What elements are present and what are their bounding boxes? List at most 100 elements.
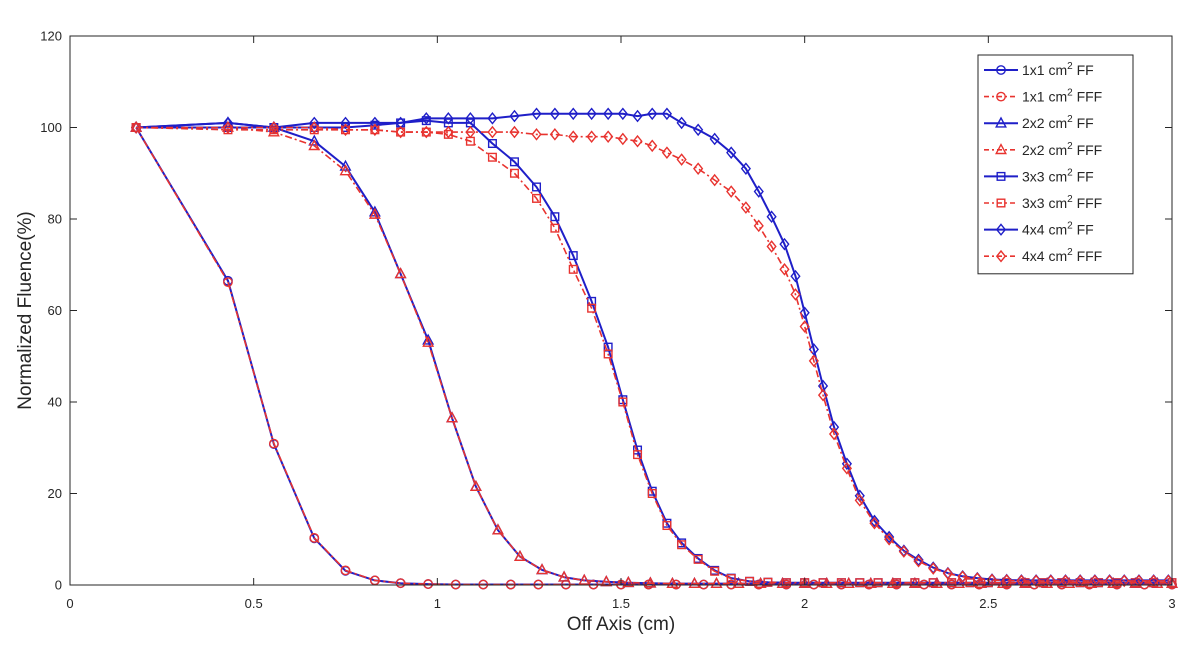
legend-label-base: 4x4 cm (1022, 222, 1067, 238)
legend-box (977, 54, 1134, 275)
data-point (308, 139, 321, 151)
legend-label-base: 1x1 cm (1022, 62, 1067, 78)
data-point (676, 153, 687, 166)
legend-label-tail: FFF (1073, 89, 1103, 105)
legend-label-tail: FFF (1073, 195, 1103, 211)
data-point (509, 168, 519, 178)
x-tick-label: 0.5 (245, 596, 263, 611)
data-point (854, 494, 865, 507)
data-point (369, 123, 380, 137)
series-layer (130, 107, 1178, 590)
legend-label-superscript: 2 (1067, 61, 1073, 72)
legend-marker (995, 249, 1007, 263)
data-point (1163, 574, 1174, 588)
legend-label-superscript: 2 (1067, 167, 1073, 178)
data-point (766, 240, 777, 253)
data-point (898, 545, 909, 558)
data-point (808, 354, 819, 368)
data-point (841, 462, 853, 475)
data-point (1148, 574, 1159, 588)
data-point (947, 578, 957, 588)
data-point (423, 579, 434, 589)
data-point (487, 139, 497, 149)
data-point (892, 578, 902, 588)
data-point (531, 128, 542, 141)
data-point (855, 578, 865, 588)
data-point (587, 296, 597, 306)
data-point (536, 563, 548, 575)
data-point (799, 306, 810, 320)
data-point (1104, 574, 1115, 588)
legend-label-tail: FF (1073, 62, 1094, 78)
data-point (309, 116, 320, 130)
legend-label: 4x4 cm2 FF (1022, 221, 1094, 238)
data-point (531, 107, 542, 121)
legend-label-tail: FF (1073, 168, 1094, 184)
legend-label-tail: FFF (1073, 142, 1103, 158)
data-point (710, 566, 720, 576)
legend-label-superscript: 2 (1067, 114, 1073, 125)
data-point (622, 576, 635, 588)
legend-label-superscript: 2 (1067, 247, 1073, 258)
data-point (957, 570, 968, 584)
legend-marker (996, 171, 1006, 181)
data-point (873, 578, 883, 588)
legend-label-base: 2x2 cm (1022, 115, 1067, 131)
data-point (633, 445, 643, 455)
data-point (1030, 574, 1042, 588)
data-point (394, 267, 407, 279)
legend-marker (996, 198, 1006, 208)
data-point (603, 130, 614, 143)
x-tick-label: 1.5 (612, 596, 630, 611)
data-point (568, 251, 578, 261)
data-point (308, 134, 321, 146)
legend-item: 4x4 cm2 FFF (984, 247, 1102, 264)
data-point (222, 121, 234, 134)
y-tick-label: 100 (40, 120, 62, 135)
x-tick-label: 0 (66, 596, 73, 611)
data-point (1089, 574, 1100, 588)
data-point (869, 514, 880, 528)
legend-marker (996, 65, 1006, 75)
data-point (836, 578, 846, 588)
data-point (910, 578, 920, 588)
data-point (693, 123, 704, 137)
data-point (339, 164, 352, 176)
data-point (726, 574, 736, 584)
legend-label-tail: FF (1073, 115, 1094, 131)
data-point (676, 116, 687, 130)
data-point (818, 578, 828, 588)
data-point (913, 553, 924, 567)
legend-label-superscript: 2 (1067, 194, 1073, 205)
legend-label: 2x2 cm2 FFF (1022, 141, 1102, 158)
data-point (586, 107, 597, 121)
data-point (632, 109, 643, 123)
data-point (509, 157, 519, 167)
legend-label-superscript: 2 (1067, 221, 1073, 232)
data-point (340, 116, 351, 130)
data-point (817, 379, 829, 393)
data-point (340, 123, 351, 137)
data-point (443, 125, 454, 139)
legend-item: 1x1 cm2 FF (984, 61, 1094, 78)
legend-label: 4x4 cm2 FFF (1022, 247, 1102, 264)
data-point (618, 397, 628, 407)
data-point (753, 185, 764, 198)
legend-label: 3x3 cm2 FF (1022, 167, 1094, 184)
data-point (779, 263, 790, 276)
series-line (136, 126, 1172, 584)
data-point (421, 112, 432, 125)
y-tick-label: 20 (48, 486, 62, 501)
data-point (928, 578, 938, 588)
data-point (368, 207, 381, 219)
data-point (421, 125, 432, 139)
data-point (532, 182, 542, 192)
data-point (661, 107, 673, 121)
data-point (633, 450, 643, 460)
data-point (309, 121, 320, 134)
data-point (586, 130, 597, 143)
data-point (732, 576, 745, 589)
data-point (369, 116, 380, 130)
legend-label-base: 4x4 cm (1022, 248, 1067, 264)
